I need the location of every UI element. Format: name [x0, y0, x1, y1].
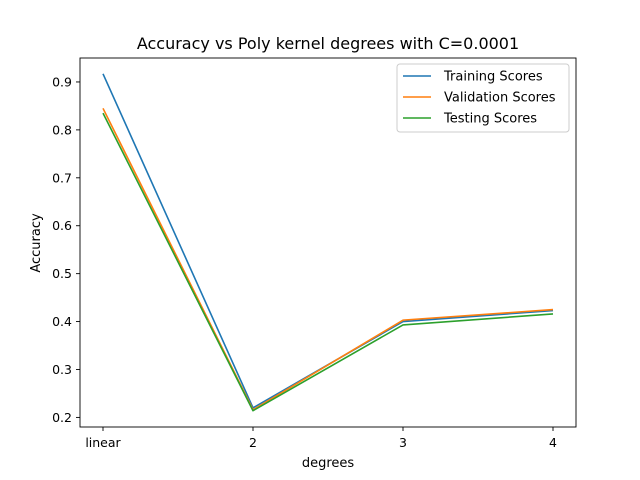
legend-label: Validation Scores	[444, 91, 556, 106]
legend-box	[396, 63, 570, 133]
y-tick-label: 0.4	[52, 314, 72, 329]
plot-area	[79, 57, 577, 428]
x-tick-label: 3	[399, 435, 407, 450]
legend: Training Scores Validation Scores Testing …	[396, 63, 570, 133]
x-tick-label: linear	[85, 435, 121, 450]
y-axis-label: Accuracy	[29, 213, 44, 273]
series-line-2	[102, 107, 554, 411]
x-axis-label: degrees	[302, 456, 355, 471]
y-tick-label: 0.5	[52, 266, 72, 281]
series-lines	[102, 73, 554, 412]
axes-frame	[79, 57, 577, 428]
y-axis: 0.2 0.3 0.4 0.5 0.6 0.7 0.8 0.9	[52, 74, 80, 425]
y-tick-label: 0.9	[52, 74, 72, 89]
chart-title: Accuracy vs Poly kernel degrees with C=0…	[137, 34, 519, 53]
y-tick-label: 0.7	[52, 170, 72, 185]
y-tick-label: 0.2	[52, 410, 72, 425]
y-tick-label: 0.8	[52, 122, 72, 137]
legend-label: Training Scores	[443, 70, 543, 85]
x-tick-label: 4	[549, 435, 557, 450]
x-axis: linear 2 3 4	[85, 427, 557, 450]
y-tick-label: 0.3	[52, 362, 72, 377]
y-tick-label: 0.6	[52, 218, 72, 233]
legend-label: Testing Scores	[443, 112, 537, 127]
x-tick-label: 2	[249, 435, 257, 450]
series-line-3	[102, 112, 554, 412]
